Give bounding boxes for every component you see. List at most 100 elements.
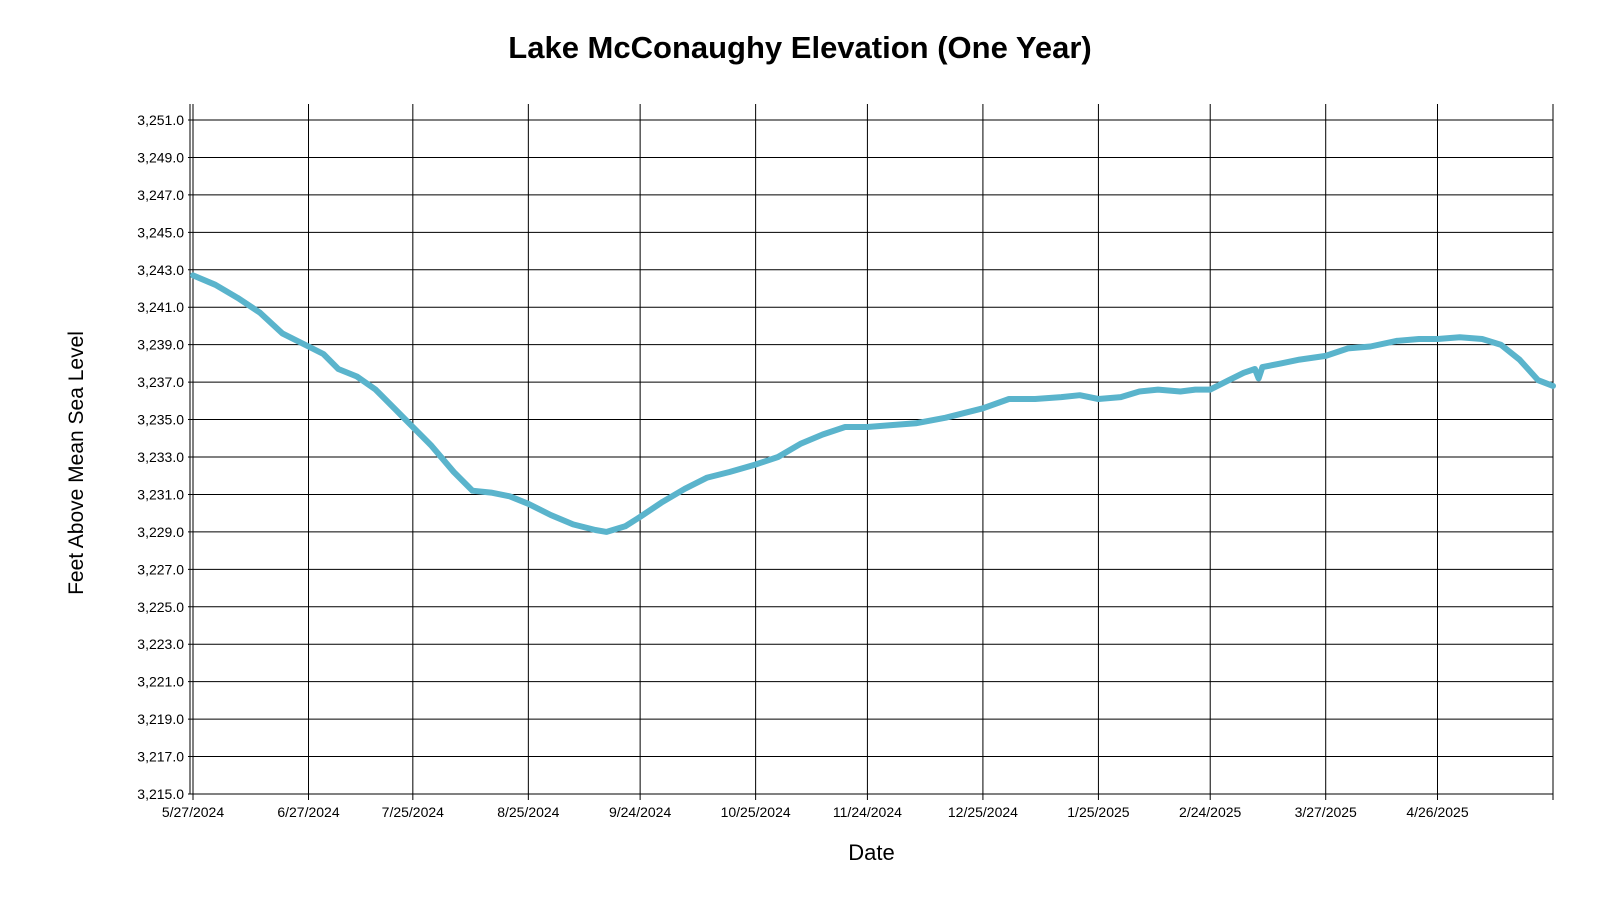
y-tick-label: 3,229.0 xyxy=(137,524,184,540)
data-point xyxy=(212,282,218,288)
elevation-line xyxy=(190,272,1556,535)
data-point xyxy=(1367,343,1373,350)
data-point xyxy=(525,501,531,507)
data-point xyxy=(604,529,610,535)
data-point xyxy=(488,490,494,496)
data-point xyxy=(1241,370,1247,376)
data-point xyxy=(1535,377,1541,383)
x-tick-label: 3/27/2025 xyxy=(1295,804,1357,820)
y-tick-label: 3,223.0 xyxy=(137,636,184,652)
x-tick-label: 11/24/2024 xyxy=(833,804,902,820)
y-tick-label: 3,251.0 xyxy=(137,112,184,128)
x-tick-label: 1/25/2025 xyxy=(1067,804,1129,820)
data-point xyxy=(1416,336,1422,342)
axis-layer: 3,215.0 3,217.0 3,219.0 3,221.0 3,223.0 3,225… xyxy=(137,112,1469,820)
data-point xyxy=(726,469,733,475)
y-axis-label: Feet Above Mean Sea Level xyxy=(65,331,88,595)
y-tick-label: 3,247.0 xyxy=(137,187,184,203)
data-point xyxy=(1479,336,1485,342)
data-point xyxy=(305,343,312,350)
data-point xyxy=(682,486,688,492)
data-point xyxy=(820,431,826,438)
data-point xyxy=(391,405,397,411)
data-point xyxy=(1345,345,1351,351)
data-point xyxy=(1077,392,1083,398)
x-tick-label: 4/26/2025 xyxy=(1406,804,1468,820)
y-tick-label: 3,227.0 xyxy=(137,561,184,577)
y-tick-label: 3,217.0 xyxy=(137,749,184,765)
data-point xyxy=(1226,377,1232,383)
data-point xyxy=(797,441,803,447)
data-point xyxy=(1177,388,1183,395)
data-point xyxy=(1032,396,1038,402)
data-point xyxy=(943,415,949,421)
data-point xyxy=(753,461,759,468)
y-tick-label: 3,231.0 xyxy=(137,486,184,502)
x-tick-label: 2/24/2025 xyxy=(1179,804,1241,820)
data-point xyxy=(659,499,666,505)
x-tick-label: 8/25/2024 xyxy=(497,804,559,820)
data-point xyxy=(1256,375,1262,381)
y-tick-label: 3,221.0 xyxy=(137,674,184,690)
data-point xyxy=(507,493,513,499)
grid-layer xyxy=(188,104,1554,800)
data-point xyxy=(354,373,360,380)
data-point xyxy=(1058,394,1064,400)
y-tick-label: 3,235.0 xyxy=(137,412,184,428)
data-point xyxy=(1550,383,1556,389)
y-tick-label: 3,219.0 xyxy=(137,711,184,727)
data-point xyxy=(279,330,285,336)
data-point xyxy=(704,475,710,481)
data-point xyxy=(570,521,576,528)
data-point xyxy=(775,454,781,460)
y-tick-label: 3,245.0 xyxy=(137,224,184,240)
chart-title: Lake McConaughy Elevation (One Year) xyxy=(508,30,1092,65)
data-point xyxy=(637,514,643,520)
x-tick-label: 7/25/2024 xyxy=(382,804,444,820)
data-point xyxy=(1498,342,1504,348)
data-point xyxy=(1297,357,1303,363)
y-tick-label: 3,225.0 xyxy=(137,599,184,615)
data-point xyxy=(1207,387,1213,393)
data-point xyxy=(864,424,871,430)
data-point xyxy=(913,420,919,426)
data-point xyxy=(257,310,263,316)
data-point xyxy=(451,469,457,475)
data-point xyxy=(1516,357,1523,363)
x-tick-label: 5/27/2024 xyxy=(162,804,224,820)
series-layer xyxy=(190,272,1556,535)
data-point xyxy=(1118,394,1124,400)
x-tick-label: 9/24/2024 xyxy=(609,804,671,820)
y-tick-label: 3,233.0 xyxy=(137,449,184,465)
x-tick-label: 6/27/2024 xyxy=(277,804,339,820)
data-point xyxy=(1155,387,1161,393)
data-point xyxy=(887,422,893,428)
data-point xyxy=(373,387,379,393)
y-tick-label: 3,241.0 xyxy=(137,299,184,315)
data-point xyxy=(1457,334,1463,340)
data-point xyxy=(335,366,341,372)
y-tick-label: 3,237.0 xyxy=(137,374,184,390)
y-tick-label: 3,243.0 xyxy=(137,262,184,278)
y-tick-label: 3,239.0 xyxy=(137,337,184,353)
data-point xyxy=(320,351,326,357)
data-point xyxy=(548,512,554,518)
data-point xyxy=(1192,387,1198,393)
data-point xyxy=(1006,396,1012,402)
data-point xyxy=(235,295,241,301)
data-point xyxy=(1259,364,1265,370)
data-point xyxy=(410,424,416,430)
x-axis-label: Date xyxy=(848,840,895,865)
data-point xyxy=(428,443,435,449)
data-point xyxy=(592,527,599,533)
data-point xyxy=(1393,338,1400,344)
x-tick-label: 12/25/2024 xyxy=(948,804,1018,820)
data-point xyxy=(190,272,196,278)
x-tick-label: 10/25/2024 xyxy=(721,804,791,820)
data-point xyxy=(1252,366,1258,372)
data-point xyxy=(1434,336,1441,342)
data-point xyxy=(1323,353,1329,359)
data-point xyxy=(842,424,848,430)
data-point xyxy=(1095,396,1101,402)
